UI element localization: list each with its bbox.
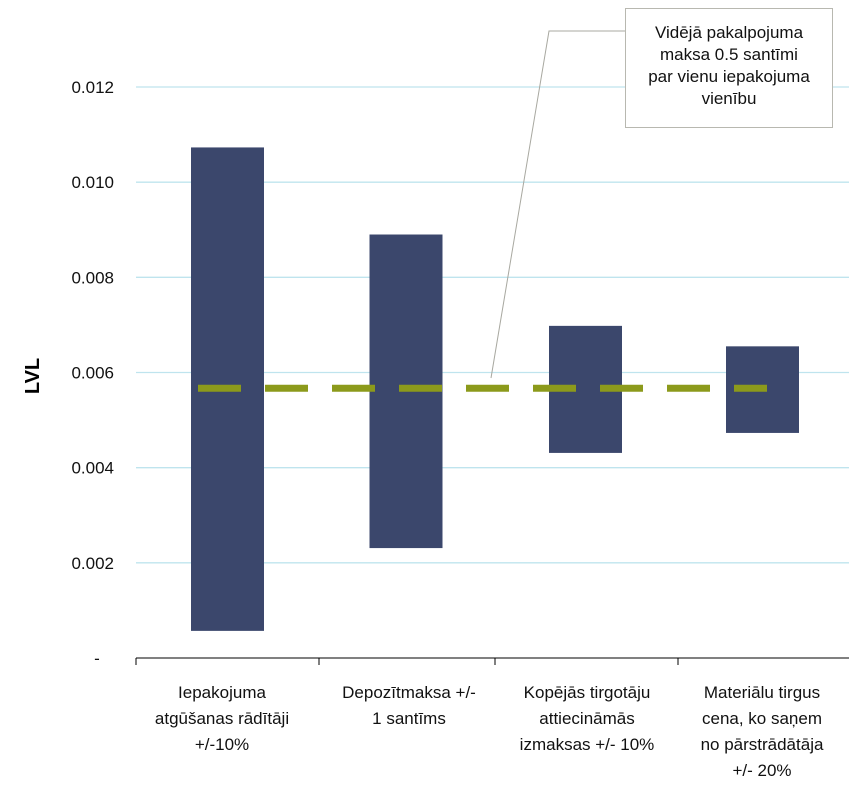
x-category-label-line: Materiālu tirgus [704, 683, 820, 702]
y-tick-label: - [94, 649, 100, 668]
y-tick-labels: - 0.002 0.004 0.006 0.008 0.010 0.012 [71, 78, 114, 668]
annotation-leader-line [490, 30, 625, 379]
y-axis-label: LVL [22, 358, 44, 394]
x-category-label-line: 1 santīms [372, 709, 446, 728]
axes [135, 657, 849, 665]
annotation-line: par vienu iepakojuma [648, 67, 810, 86]
x-category-label-line: atgūšanas rādītāji [155, 709, 289, 728]
annotation-line: maksa 0.5 santīmi [660, 45, 798, 64]
x-category-label-line: attiecināmās [539, 709, 634, 728]
x-category-label-line: +/- 20% [732, 761, 791, 780]
x-category-label: Kopējās tirgotāju attiecināmās izmaksas +/… [520, 683, 655, 754]
x-category-label-line: Kopējās tirgotāju [524, 683, 651, 702]
annotation-line: Vidējā pakalpojuma [654, 23, 804, 42]
annotation-leader [490, 30, 625, 379]
y-tick-label: 0.012 [71, 78, 114, 97]
y-tick-label: 0.008 [71, 268, 114, 287]
x-category-label-line: Depozītmaksa +/- [342, 683, 476, 702]
x-category-label-line: no pārstrādātāja [701, 735, 824, 754]
x-category-label-line: +/-10% [195, 735, 249, 754]
annotation-line: vienību [701, 89, 757, 108]
x-category-label-line: izmaksas +/- 10% [520, 735, 655, 754]
x-category-labels: Iepakojuma atgūšanas rādītāji +/-10% Depozī… [155, 683, 824, 780]
y-tick-label: 0.010 [71, 173, 114, 192]
x-category-label-line: Iepakojuma [178, 683, 266, 702]
y-tick-label: 0.004 [71, 459, 114, 478]
annotation-box: Vidējā pakalpojuma maksa 0.5 santīmi par… [625, 8, 833, 128]
x-category-label: Iepakojuma atgūšanas rādītāji +/-10% [155, 683, 289, 754]
x-category-label: Materiālu tirgus cena, ko saņem no pārstrā… [701, 683, 824, 780]
x-category-label-line: cena, ko saņem [702, 709, 822, 728]
y-tick-label: 0.006 [71, 364, 114, 383]
x-category-label: Depozītmaksa +/- 1 santīms [342, 683, 476, 728]
y-tick-label: 0.002 [71, 554, 114, 573]
